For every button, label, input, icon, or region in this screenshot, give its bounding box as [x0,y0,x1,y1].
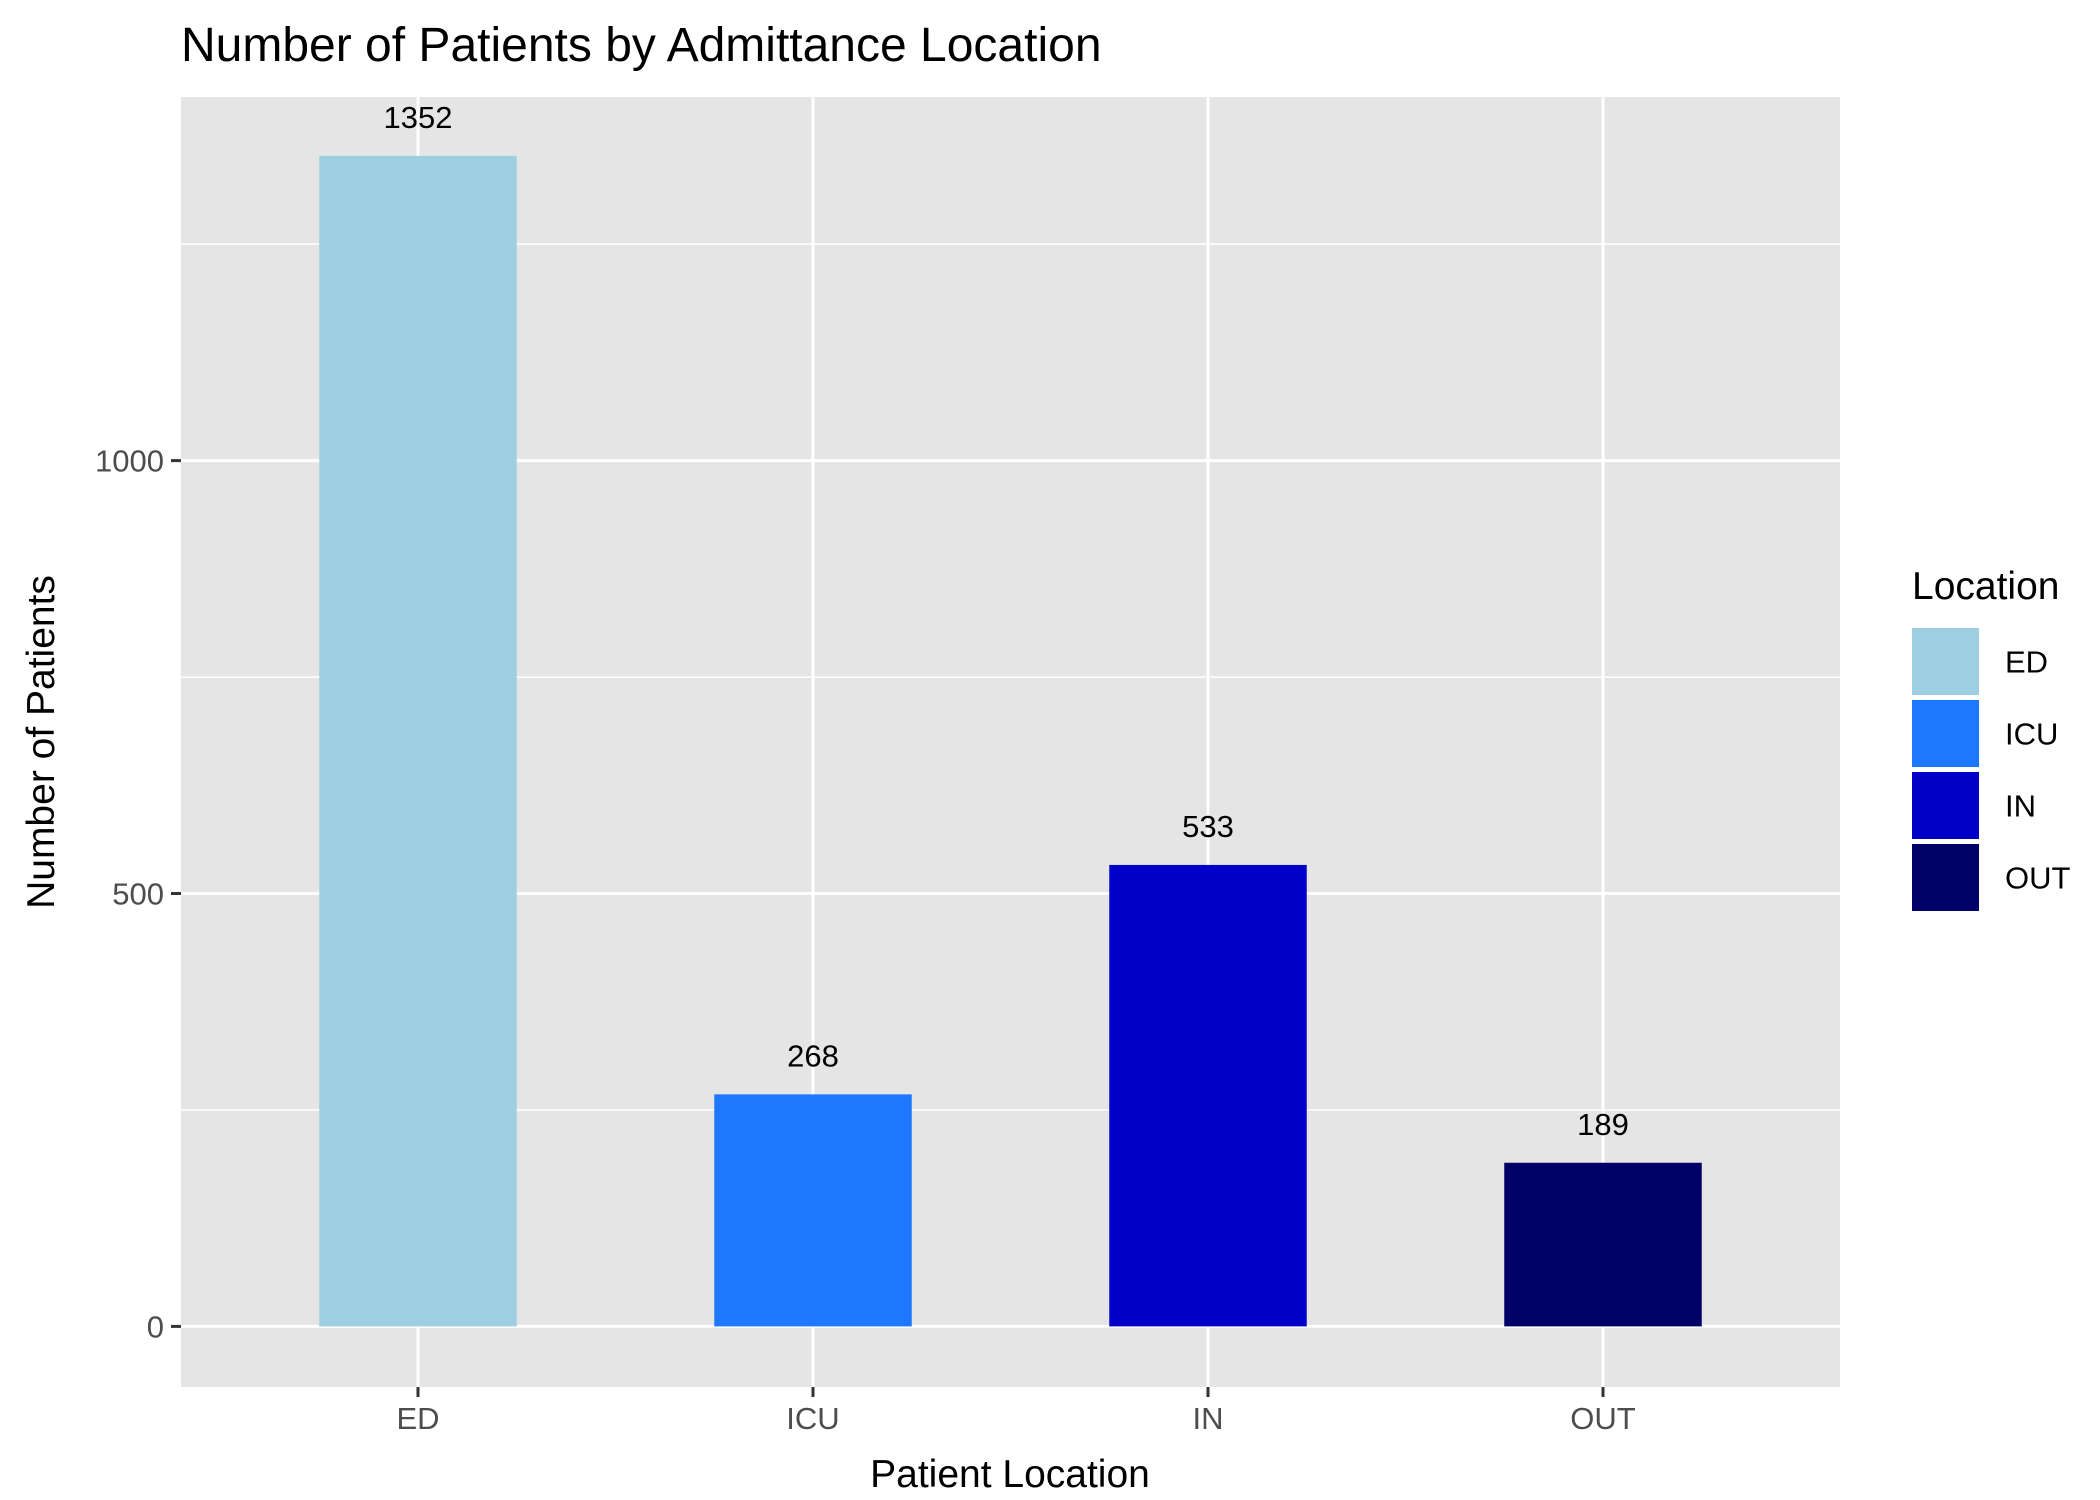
x-tick-label-out: OUT [1570,1401,1636,1436]
data-labels: 1352 268 533 189 [384,100,1629,1142]
legend-title: Location [1912,565,2059,608]
data-label-in: 533 [1182,809,1234,844]
y-tick-label: 0 [147,1309,164,1344]
data-label-ed: 1352 [384,100,453,135]
legend: Location ED ICU IN OUT [1912,565,2071,911]
bar-ed [319,155,517,1327]
bar-out [1504,1162,1702,1327]
y-axis-title: Number of Patients [20,575,63,909]
x-tick-label-ed: ED [396,1401,439,1436]
y-tick-label: 500 [112,877,164,912]
legend-key-out [1912,844,1979,911]
legend-key-ed [1912,628,1979,695]
legend-key-in [1912,772,1979,839]
x-axis-title: Patient Location [870,1453,1150,1496]
legend-label-icu: ICU [2005,717,2058,752]
x-tick-label-icu: ICU [786,1401,839,1436]
bar-in [1109,864,1307,1327]
bars [319,155,1702,1327]
legend-key-icu [1912,700,1979,767]
legend-label-in: IN [2005,789,2036,824]
y-axis: 0 500 1000 [95,444,181,1344]
chart-title: Number of Patients by Admittance Locatio… [181,19,1102,72]
x-tick-label-in: IN [1193,1401,1224,1436]
data-label-icu: 268 [787,1038,839,1073]
data-label-out: 189 [1577,1107,1629,1142]
x-axis: ED ICU IN OUT [396,1387,1636,1436]
y-tick-label: 1000 [95,444,164,479]
legend-label-out: OUT [2005,861,2071,896]
legend-label-ed: ED [2005,645,2048,680]
bar-icu [714,1094,912,1327]
